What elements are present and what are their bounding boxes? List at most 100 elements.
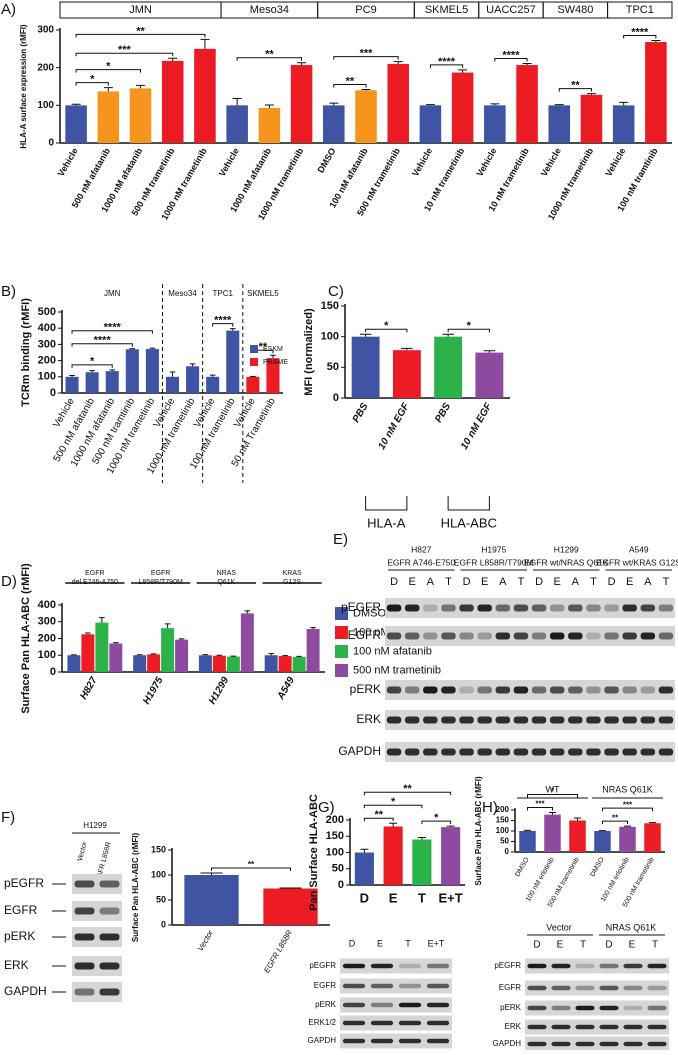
blot-band (659, 717, 674, 724)
x-tick-label: EGFR L858R (262, 928, 294, 974)
error-bar (203, 655, 209, 656)
legend-label: PRAME (263, 359, 288, 366)
blot-row-label: GAPDH (338, 744, 381, 758)
blot-band (496, 749, 511, 756)
blot-band (514, 633, 529, 640)
legend-label: ESKM (263, 346, 283, 353)
error-bar (200, 39, 209, 48)
blot-band (641, 633, 656, 640)
error-bar (549, 813, 556, 815)
significance-label: ** (136, 25, 145, 37)
blot-band (399, 1021, 421, 1026)
bar (581, 95, 603, 143)
blot-band (343, 964, 365, 969)
y-tick-label: 100 (38, 371, 56, 383)
bar (619, 827, 636, 852)
error-bar (279, 888, 301, 889)
blot-band (477, 717, 492, 724)
blot-band (604, 717, 619, 724)
blot-group-label: EGFR A746-E750 (387, 557, 455, 567)
blot-band (641, 687, 656, 694)
blot-band (477, 633, 492, 640)
blot-band (532, 749, 547, 756)
y-tick-label: 300 (38, 338, 56, 350)
error-bar (270, 355, 276, 358)
y-tick-label: 100 (496, 826, 510, 835)
blot-band (399, 1039, 421, 1044)
lane-label: D (349, 938, 356, 948)
bar (133, 655, 146, 672)
bar (355, 90, 377, 143)
lane-label: A (499, 576, 507, 588)
error-bar (524, 830, 531, 831)
blot-band (423, 605, 438, 612)
bar (98, 91, 120, 143)
bar (67, 655, 80, 672)
y-tick-label: 0 (505, 847, 510, 856)
significance-label: * (384, 320, 389, 332)
blot-band (459, 633, 474, 640)
blot-row-label: pEGFR (309, 961, 336, 970)
blot-band (599, 986, 618, 991)
error-bar (310, 628, 316, 629)
blot-band (551, 1042, 570, 1047)
bar (434, 337, 462, 398)
lane-label: E (557, 940, 564, 951)
blot-band (496, 687, 511, 694)
significance-label: ** (374, 809, 383, 821)
bar (95, 623, 108, 672)
bar (184, 875, 238, 925)
blot-band (550, 687, 565, 694)
blot-row-label: ERK (4, 958, 29, 972)
bar (213, 656, 226, 672)
error-bar (651, 41, 660, 43)
panel-label: B) (1, 283, 16, 300)
x-tick-label: H1299 (207, 675, 231, 706)
error-bar (484, 351, 496, 353)
bar (66, 377, 79, 393)
blot-band (427, 1021, 449, 1026)
significance-label: **** (104, 322, 122, 334)
y-tick-label: 100 (326, 846, 344, 858)
group-label: SKMEL5 (247, 289, 279, 298)
error-bar (401, 348, 413, 350)
significance-label: * (106, 61, 111, 73)
blot-band (551, 1025, 570, 1030)
blot-band (100, 908, 120, 915)
error-bar (104, 88, 113, 92)
blot-band (527, 986, 546, 991)
y-tick-label: 0 (333, 392, 339, 404)
panel-label: A) (1, 1, 16, 18)
error-bar (296, 656, 302, 657)
blot-band (527, 964, 546, 969)
blot-band (387, 749, 402, 756)
error-bar (268, 654, 274, 656)
group-label: Meso34 (250, 4, 289, 16)
y-tick-label: 50 (156, 894, 166, 904)
significance-label: ** (403, 783, 412, 795)
blot-band (441, 749, 456, 756)
blot-band (343, 1003, 365, 1008)
bar (355, 853, 374, 886)
blot-band (568, 687, 583, 694)
error-bar (361, 90, 370, 91)
blot-band (343, 1021, 365, 1026)
blot-band (641, 605, 656, 612)
blot-band (514, 687, 529, 694)
error-bar (587, 94, 596, 95)
blot-group-label: H1299 (554, 544, 579, 554)
bar (130, 88, 152, 143)
blot-row-label: pEGFR (4, 876, 44, 890)
blot-group-label: NRAS Q61K (606, 922, 657, 932)
blot-band (604, 605, 619, 612)
error-bar (200, 873, 222, 875)
error-bar (360, 334, 372, 336)
blot-band (550, 717, 565, 724)
lane-label: T (518, 576, 525, 588)
blot-band (586, 717, 601, 724)
blot-band (550, 633, 565, 640)
blot-band (441, 633, 456, 640)
x-tick-label: E (389, 890, 398, 905)
blot-band (622, 633, 637, 640)
